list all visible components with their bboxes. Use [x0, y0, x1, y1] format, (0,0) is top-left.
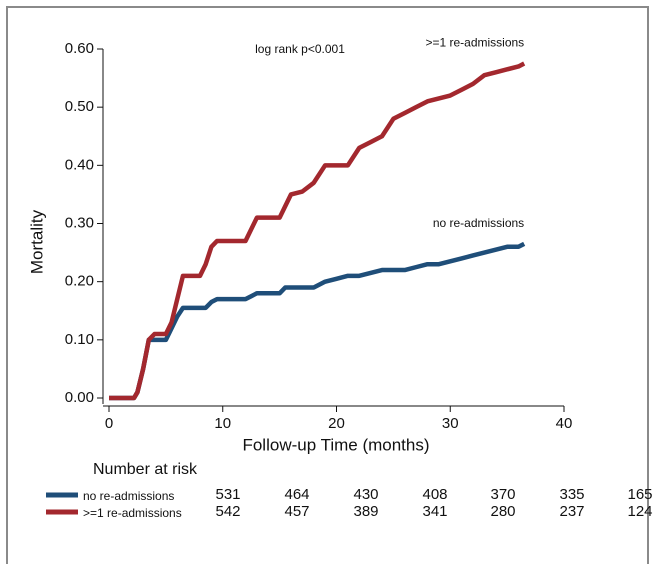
risk-count: 389 — [353, 503, 378, 520]
x-tick-label: 40 — [556, 415, 573, 432]
series-line — [109, 61, 526, 401]
risk-count: 531 — [215, 486, 240, 503]
risk-count: 341 — [422, 503, 447, 520]
risk-count: 237 — [559, 503, 584, 520]
risk-count: 280 — [490, 503, 515, 520]
series-label: >=1 re-admissions — [425, 36, 524, 50]
frame — [6, 6, 649, 564]
y-tick-label: 0.10 — [65, 331, 94, 348]
risk-count: 542 — [215, 503, 240, 520]
y-tick-label: 0.40 — [65, 156, 94, 173]
risk-count: 464 — [284, 486, 309, 503]
risk-count: 124 — [627, 503, 652, 520]
risk-count: 165 — [627, 486, 652, 503]
x-tick-label: 30 — [442, 415, 459, 432]
annotation: log rank p<0.001 — [255, 42, 345, 56]
series-label: no re-admissions — [433, 216, 524, 230]
risk-count: 430 — [353, 486, 378, 503]
risk-row-label: >=1 re-admissions — [83, 506, 182, 520]
risk-count: 370 — [490, 486, 515, 503]
y-tick-label: 0.00 — [65, 389, 94, 406]
x-tick-label: 0 — [105, 415, 113, 432]
risk-title: Number at risk — [93, 461, 198, 478]
x-tick-label: 20 — [328, 415, 345, 432]
y-tick-label: 0.20 — [65, 273, 94, 290]
risk-count: 408 — [422, 486, 447, 503]
x-axis-title: Follow-up Time (months) — [242, 435, 429, 454]
y-tick-label: 0.50 — [65, 98, 94, 115]
risk-count: 335 — [559, 486, 584, 503]
y-tick-label: 0.30 — [65, 214, 94, 231]
series-line — [109, 241, 526, 401]
risk-row-label: no re-admissions — [83, 489, 174, 503]
y-tick-label: 0.60 — [65, 40, 94, 57]
x-tick-label: 10 — [214, 415, 231, 432]
risk-count: 457 — [284, 503, 309, 520]
y-axis-title: Mortality — [27, 209, 46, 274]
